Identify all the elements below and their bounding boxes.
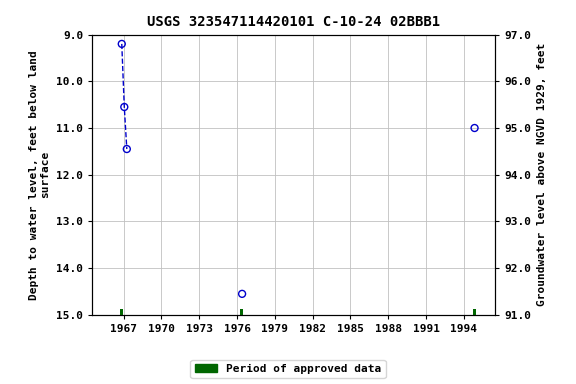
Point [237, 291, 247, 297]
Bar [120, 309, 123, 315]
Legend: Period of approved data: Period of approved data [191, 359, 385, 379]
Point [122, 146, 131, 152]
Point [120, 104, 129, 110]
Title: USGS 323547114420101 C-10-24 02BBB1: USGS 323547114420101 C-10-24 02BBB1 [147, 15, 440, 29]
Point [470, 125, 479, 131]
Bar [240, 309, 244, 315]
Point [117, 41, 126, 47]
Y-axis label: Depth to water level, feet below land
surface: Depth to water level, feet below land su… [29, 50, 51, 300]
Y-axis label: Groundwater level above NGVD 1929, feet: Groundwater level above NGVD 1929, feet [537, 43, 547, 306]
Bar [473, 309, 476, 315]
